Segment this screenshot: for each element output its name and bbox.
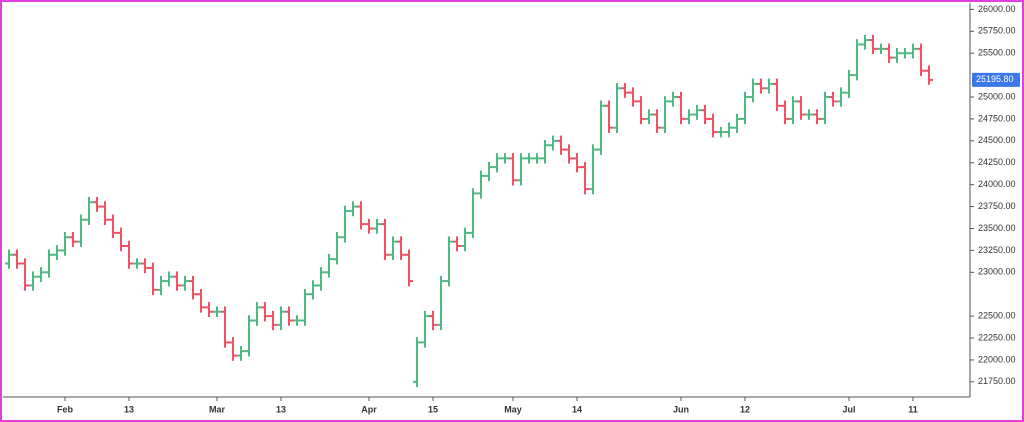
x-tick-label: 13 bbox=[124, 404, 134, 414]
x-tick-label: Feb bbox=[57, 404, 74, 414]
y-tick-label: 25500.00 bbox=[978, 48, 1016, 58]
x-tick-label: 15 bbox=[428, 404, 438, 414]
x-tick-label: Jun bbox=[673, 404, 689, 414]
y-tick-label: 23250.00 bbox=[978, 245, 1016, 255]
y-tick-label: 24250.00 bbox=[978, 157, 1016, 167]
y-tick-label: 22000.00 bbox=[978, 354, 1016, 364]
y-tick-label: 22500.00 bbox=[978, 310, 1016, 320]
x-tick-label: Jul bbox=[842, 404, 855, 414]
x-tick-label: Apr bbox=[361, 404, 377, 414]
y-tick-label: 21750.00 bbox=[978, 376, 1016, 386]
y-tick-label: 25750.00 bbox=[978, 26, 1016, 36]
last-price-label: 25195.80 bbox=[976, 74, 1014, 84]
y-tick-label: 24000.00 bbox=[978, 179, 1016, 189]
y-tick-label: 23000.00 bbox=[978, 267, 1016, 277]
x-tick-label: 13 bbox=[276, 404, 286, 414]
x-tick-label: Mar bbox=[209, 404, 226, 414]
last-price-tag bbox=[972, 72, 1020, 87]
x-tick-label: 14 bbox=[572, 404, 582, 414]
y-tick-label: 23500.00 bbox=[978, 223, 1016, 233]
y-tick-label: 24750.00 bbox=[978, 113, 1016, 123]
y-tick-label: 22250.00 bbox=[978, 332, 1016, 342]
y-tick-label: 25000.00 bbox=[978, 91, 1016, 101]
y-tick-label: 23750.00 bbox=[978, 201, 1016, 211]
x-tick-label: 12 bbox=[740, 404, 750, 414]
x-tick-label: May bbox=[504, 404, 522, 414]
y-tick-label: 24500.00 bbox=[978, 135, 1016, 145]
y-tick-label: 26000.00 bbox=[978, 4, 1016, 14]
x-tick-label: 11 bbox=[908, 404, 918, 414]
